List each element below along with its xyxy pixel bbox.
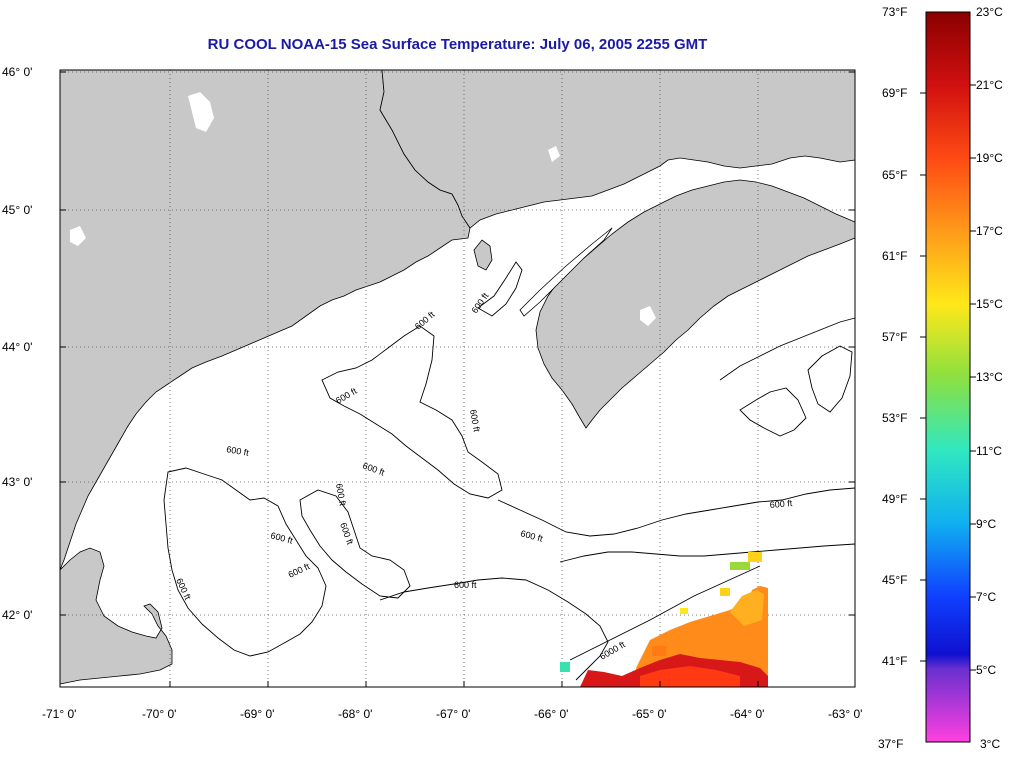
lon-label-71: -71° 0' xyxy=(42,707,76,721)
land-grand-manan xyxy=(473,239,493,271)
tick-marks xyxy=(60,71,855,687)
colorbar-f-49: 49°F xyxy=(882,492,907,506)
colorbar: 73°F 69°F 65°F 61°F 57°F 53°F 49°F 45°F … xyxy=(878,5,1003,751)
colorbar-c-19: 19°C xyxy=(976,151,1003,165)
colorbar-f-69: 69°F xyxy=(882,86,907,100)
colorbar-f-61: 61°F xyxy=(882,249,907,263)
lat-label-45: 45° 0' xyxy=(2,203,32,217)
longitude-labels: -71° 0' -70° 0' -69° 0' -68° 0' -67° 0' … xyxy=(42,707,862,721)
map-area[interactable]: 600 ft 600 ft 600 ft 600 ft 600 ft 600 f… xyxy=(59,69,856,688)
contour-6000 xyxy=(569,565,761,661)
colorbar-f-45: 45°F xyxy=(882,573,907,587)
colorbar-f-65: 65°F xyxy=(882,168,907,182)
lon-label-69: -69° 0' xyxy=(240,707,274,721)
lon-label-70: -70° 0' xyxy=(142,707,176,721)
land-nova-scotia xyxy=(535,179,856,429)
colorbar-c-5: 5°C xyxy=(976,663,996,677)
lon-label-63: -63° 0' xyxy=(828,707,862,721)
lon-label-65: -65° 0' xyxy=(632,707,666,721)
colorbar-c-3: 3°C xyxy=(980,737,1000,751)
lon-label-64: -64° 0' xyxy=(730,707,764,721)
colorbar-c-7: 7°C xyxy=(976,590,996,604)
latitude-labels: 46° 0' 45° 0' 44° 0' 43° 0' 42° 0' xyxy=(2,65,32,622)
lat-label-42: 42° 0' xyxy=(2,608,32,622)
lat-label-46: 46° 0' xyxy=(2,65,32,79)
colorbar-c-17: 17°C xyxy=(976,224,1003,238)
contour-label-600-l: 600 ft xyxy=(454,580,477,590)
lat-label-43: 43° 0' xyxy=(2,475,32,489)
land-new-brunswick xyxy=(379,69,856,229)
contour-label-600-g: 600 ft xyxy=(334,483,348,507)
contour-label-600-n: 600 ft xyxy=(769,498,793,510)
gridlines xyxy=(60,70,855,687)
colorbar-c-13: 13°C xyxy=(976,370,1003,384)
colorbar-c-23: 23°C xyxy=(976,5,1003,19)
colorbar-f-53: 53°F xyxy=(882,411,907,425)
colorbar-f-57: 57°F xyxy=(882,330,907,344)
lon-label-66: -66° 0' xyxy=(534,707,568,721)
colorbar-f-37: 37°F xyxy=(878,737,903,751)
land-cape-cod xyxy=(59,547,173,685)
colorbar-c-15: 15°C xyxy=(976,297,1003,311)
colorbar-c-21: 21°C xyxy=(976,78,1003,92)
sst-data-patch xyxy=(560,552,768,687)
lat-label-44: 44° 0' xyxy=(2,340,32,354)
lon-label-67: -67° 0' xyxy=(436,707,470,721)
colorbar-c-9: 9°C xyxy=(976,517,996,531)
map-title: RU COOL NOAA-15 Sea Surface Temperature:… xyxy=(207,36,708,53)
colorbar-f-73: 73°F xyxy=(882,5,907,19)
contour-label-600-e: 600 ft xyxy=(226,444,250,458)
colorbar-f-41: 41°F xyxy=(882,654,907,668)
lon-label-68: -68° 0' xyxy=(338,707,372,721)
contour-label-600-d: 600 ft xyxy=(468,409,482,433)
colorbar-c-11: 11°C xyxy=(976,444,1002,458)
depth-contours xyxy=(163,261,856,681)
